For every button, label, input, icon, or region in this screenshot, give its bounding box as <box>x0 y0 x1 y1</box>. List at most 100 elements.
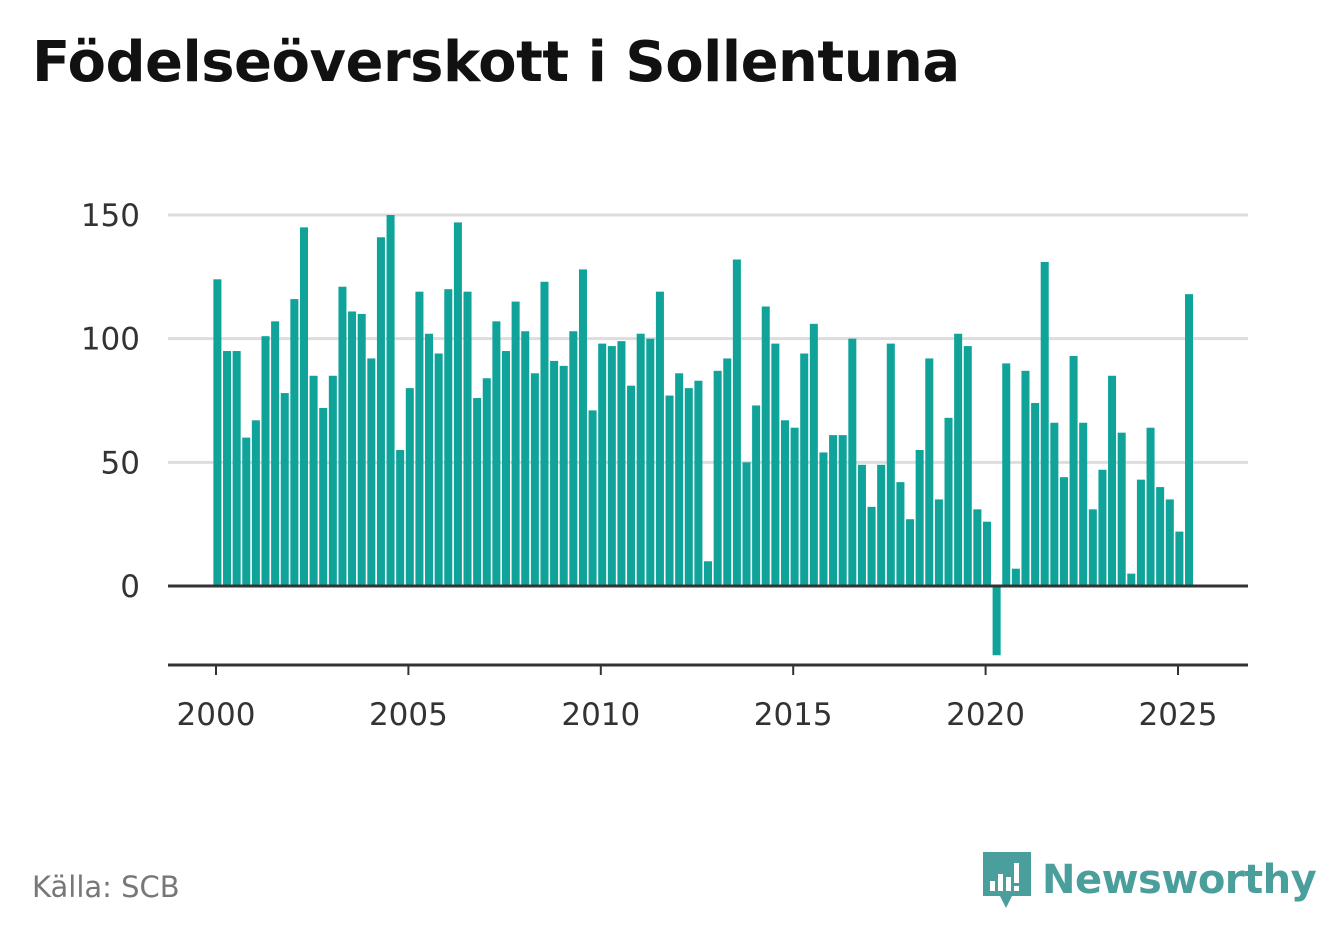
bar-2019-q3 <box>963 346 972 586</box>
brand-name: Newsworthy <box>1042 857 1317 903</box>
bar-2012-q1 <box>675 373 684 586</box>
bar-2001-q4 <box>280 393 289 586</box>
bar-2009-q3 <box>578 269 587 586</box>
bar-2024-q2 <box>1146 427 1155 586</box>
bar-2018-q1 <box>906 519 915 586</box>
bar-2022-q2 <box>1069 355 1078 586</box>
y-tick-label: 50 <box>101 445 140 481</box>
bar-2017-q3 <box>886 343 895 586</box>
x-axis-tick-labels: 2000 2005 2010 2015 2020 2025 <box>177 697 1218 733</box>
bar-2014-q3 <box>771 343 780 586</box>
bar-2003-q4 <box>357 313 366 586</box>
bar-2009-q4 <box>588 410 597 586</box>
bar-2017-q4 <box>896 482 905 586</box>
x-tick-label: 2010 <box>561 697 640 733</box>
bar-2005-q3 <box>425 333 434 586</box>
bar-2019-q1 <box>944 417 953 586</box>
bar-2024-q3 <box>1156 487 1165 586</box>
bar-2015-q4 <box>819 452 828 586</box>
bar-2010-q2 <box>607 346 616 586</box>
bar-2004-q2 <box>376 237 385 586</box>
bar-2016-q3 <box>848 338 857 586</box>
bar-2020-q2 <box>992 586 1001 656</box>
bar-series <box>213 215 1194 656</box>
bar-2002-q3 <box>309 375 318 586</box>
bar-2003-q2 <box>338 286 347 586</box>
bar-2015-q1 <box>790 427 799 586</box>
bar-2013-q1 <box>713 370 722 586</box>
bar-2013-q3 <box>732 259 741 586</box>
bar-2000-q3 <box>232 351 241 586</box>
bar-2022-q1 <box>1059 477 1068 586</box>
bar-2015-q2 <box>800 353 809 586</box>
bar-2005-q4 <box>434 353 443 586</box>
bar-2025-q2 <box>1185 294 1194 586</box>
bar-2020-q1 <box>982 521 992 586</box>
bar-2005-q2 <box>415 291 424 586</box>
bar-2013-q2 <box>723 358 732 586</box>
bar-2007-q2 <box>492 321 501 586</box>
bar-2007-q4 <box>511 301 520 586</box>
chart-title: Födelseöverskott i Sollentuna <box>32 30 960 95</box>
bar-2008-q1 <box>521 331 530 586</box>
bar-2025-q1 <box>1175 531 1184 586</box>
bar-2010-q3 <box>617 341 626 586</box>
bar-2000-q2 <box>223 351 232 586</box>
grid-lines <box>168 213 1248 464</box>
bar-2006-q2 <box>453 222 462 587</box>
bar-2011-q1 <box>636 333 645 586</box>
bar-2014-q4 <box>780 420 789 586</box>
bar-2004-q4 <box>396 449 405 586</box>
newsworthy-logo-icon <box>983 852 1031 908</box>
bar-2017-q2 <box>877 464 886 586</box>
y-axis-tick-labels: 0 50 100 150 <box>81 198 140 605</box>
bar-2008-q2 <box>530 373 539 586</box>
bar-2021-q3 <box>1040 261 1049 586</box>
bar-2008-q3 <box>540 281 549 586</box>
bar-2007-q3 <box>501 351 511 586</box>
brand-logo: Newsworthy <box>980 850 1317 910</box>
x-tick-label: 2015 <box>754 697 833 733</box>
bar-2013-q4 <box>742 462 751 586</box>
bar-2007-q1 <box>482 378 491 586</box>
y-tick-label: 0 <box>120 569 140 605</box>
x-tick-label: 2000 <box>177 697 256 733</box>
bar-2018-q2 <box>915 449 924 586</box>
bar-2012-q4 <box>704 561 713 586</box>
bar-2017-q1 <box>867 506 876 586</box>
bar-2000-q1 <box>213 279 222 586</box>
source-note: Källa: SCB <box>32 870 180 904</box>
bar-2023-q4 <box>1127 573 1136 586</box>
axes <box>168 584 1248 675</box>
bar-2002-q1 <box>290 299 299 586</box>
bar-2021-q2 <box>1031 402 1040 586</box>
y-tick-label: 150 <box>81 198 140 234</box>
bar-2022-q3 <box>1079 422 1088 586</box>
bar-2022-q4 <box>1088 509 1097 586</box>
y-tick-label: 100 <box>81 322 140 358</box>
bar-2010-q4 <box>627 385 636 586</box>
bar-2019-q4 <box>973 509 982 586</box>
bar-2011-q3 <box>655 291 664 586</box>
bar-2012-q2 <box>684 388 693 586</box>
x-tick-label: 2005 <box>369 697 448 733</box>
bar-2000-q4 <box>242 437 251 586</box>
bar-2006-q4 <box>473 398 482 586</box>
bar-2003-q3 <box>348 311 357 586</box>
bar-2019-q2 <box>954 333 963 586</box>
bar-2010-q1 <box>598 343 607 586</box>
x-tick-label: 2020 <box>946 697 1025 733</box>
bar-2009-q1 <box>559 365 568 586</box>
bar-2001-q2 <box>261 336 270 586</box>
bar-2020-q3 <box>1002 363 1011 586</box>
bar-2005-q1 <box>405 388 414 586</box>
bar-2016-q4 <box>857 464 866 586</box>
bar-2004-q1 <box>367 358 376 586</box>
bar-2003-q1 <box>328 375 337 586</box>
bar-2023-q1 <box>1098 469 1107 586</box>
bar-2004-q3 <box>386 215 395 586</box>
bar-2024-q4 <box>1165 499 1174 586</box>
bar-2014-q1 <box>752 405 761 586</box>
bar-2015-q3 <box>809 323 818 586</box>
bar-2014-q2 <box>761 306 770 586</box>
